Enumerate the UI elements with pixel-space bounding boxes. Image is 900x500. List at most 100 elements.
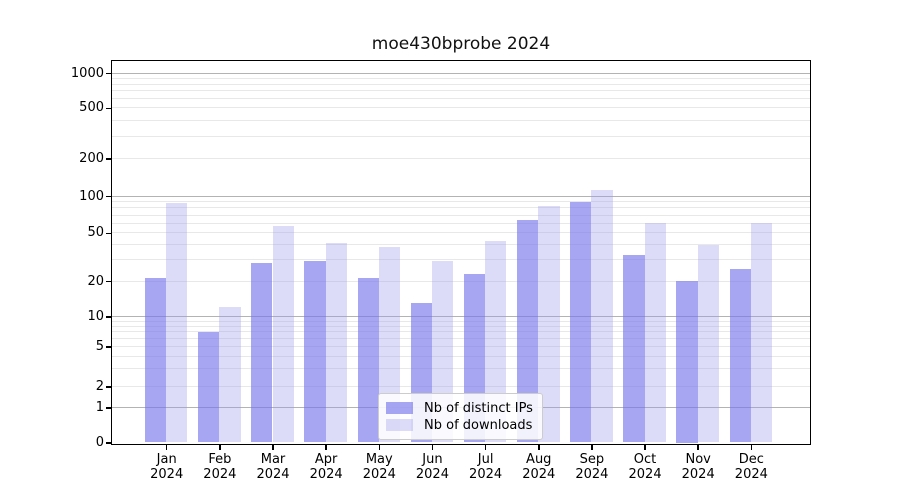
y-tick-mark: [106, 232, 112, 235]
legend-label-downloads: Nb of downloads: [424, 417, 533, 433]
bar-ips-nov: [676, 281, 698, 443]
x-tick-mark: [431, 444, 434, 450]
gridline-900: [112, 77, 810, 79]
y-tick-mark: [106, 195, 112, 198]
x-tick-mark: [165, 444, 168, 450]
y-tick-label-200: 200: [79, 151, 104, 166]
gridline-100: [112, 195, 810, 197]
y-tick-label-2: 2: [95, 379, 104, 394]
x-tick-label-feb: Feb 2024: [203, 452, 237, 482]
gridline-7: [112, 331, 810, 333]
y-tick-label-1: 1: [95, 400, 104, 415]
legend-item-downloads: Nb of downloads: [386, 417, 534, 433]
bar-downloads-jan: [166, 202, 188, 443]
gridline-400: [112, 119, 810, 121]
x-tick-label-may: May 2024: [362, 452, 396, 482]
bar-ips-jan: [144, 278, 167, 443]
gridline-800: [112, 83, 810, 85]
x-tick-label-jul: Jul 2024: [469, 452, 503, 482]
bar-downloads-sep: [591, 189, 613, 443]
gridline-80: [112, 207, 810, 209]
x-tick-label-jan: Jan 2024: [150, 452, 184, 482]
bar-ips-aug: [516, 219, 539, 443]
y-tick-mark: [106, 107, 112, 110]
bar-downloads-apr: [325, 243, 347, 443]
x-tick-mark: [272, 444, 274, 450]
y-tick-mark: [106, 442, 112, 444]
legend-swatch-downloads-icon: [386, 419, 413, 431]
bar-downloads-aug: [538, 206, 560, 443]
x-tick-mark: [378, 444, 381, 450]
bar-ips-mar: [251, 263, 273, 443]
y-tick-label-100: 100: [79, 188, 104, 204]
x-tick-label-aug: Aug 2024: [522, 452, 556, 482]
bar-ips-sep: [570, 201, 592, 443]
gridline-1000: [112, 72, 810, 74]
x-tick-label-mar: Mar 2024: [256, 452, 290, 482]
gridline-200: [112, 158, 810, 159]
legend-label-distinct-ips: Nb of distinct IPs: [424, 400, 533, 416]
x-tick-mark: [644, 444, 646, 450]
gridline-70: [112, 214, 810, 216]
bar-ips-dec: [729, 269, 751, 443]
gridline-6: [112, 338, 810, 340]
y-tick-label-5: 5: [95, 339, 104, 354]
y-tick-mark: [106, 280, 112, 283]
legend: Nb of distinct IPs Nb of downloads: [378, 393, 543, 440]
gridline-3: [112, 368, 810, 370]
legend-swatch-distinct-ips-icon: [386, 402, 413, 414]
x-tick-mark: [219, 444, 221, 450]
x-tick-label-sep: Sep 2024: [575, 452, 609, 482]
gridline-8: [112, 325, 810, 327]
bar-downloads-nov: [697, 244, 719, 443]
bar-downloads-jul: [485, 240, 507, 443]
gridline-30: [112, 259, 810, 261]
y-tick-label-20: 20: [87, 273, 104, 289]
gridline-300: [112, 135, 810, 137]
y-tick-mark: [106, 316, 112, 318]
chart-title: moe430bprobe 2024: [371, 34, 551, 54]
x-tick-label-nov: Nov 2024: [681, 452, 715, 482]
bar-ips-may: [357, 278, 379, 443]
gridline-20: [112, 280, 810, 282]
gridline-60: [112, 222, 810, 224]
y-tick-label-500: 500: [79, 100, 104, 116]
y-tick-label-0: 0: [95, 435, 104, 450]
gridline-5: [112, 346, 810, 347]
gridline-90: [112, 201, 810, 203]
plot-area: [111, 59, 811, 445]
gridline-9: [112, 320, 810, 322]
x-tick-label-jun: Jun 2024: [415, 452, 449, 482]
gridline-40: [112, 244, 810, 246]
gridline-2: [112, 386, 810, 387]
bar-downloads-mar: [272, 225, 294, 443]
x-tick-mark: [591, 444, 593, 450]
x-tick-mark: [325, 444, 327, 450]
y-tick-label-10: 10: [87, 309, 104, 324]
x-tick-mark: [750, 444, 753, 450]
x-tick-label-dec: Dec 2024: [734, 452, 768, 482]
bar-downloads-dec: [750, 223, 773, 443]
y-tick-mark: [106, 407, 112, 409]
bar-ips-feb: [198, 331, 220, 443]
x-tick-mark: [538, 444, 540, 450]
y-tick-label-1000: 1000: [70, 65, 104, 81]
x-tick-label-oct: Oct 2024: [628, 452, 662, 482]
y-tick-mark: [106, 158, 112, 160]
gridline-700: [112, 90, 810, 92]
y-tick-mark: [106, 346, 112, 348]
x-tick-mark: [697, 444, 699, 450]
bar-downloads-oct: [644, 223, 666, 443]
gridline-600: [112, 98, 810, 100]
gridline-4: [112, 355, 810, 357]
bar-downloads-feb: [219, 307, 241, 443]
x-tick-label-apr: Apr 2024: [309, 452, 343, 482]
bar-ips-apr: [304, 261, 326, 443]
gridline-50: [112, 232, 810, 234]
gridline-10: [112, 316, 810, 317]
y-tick-label-50: 50: [87, 225, 104, 241]
legend-item-distinct-ips: Nb of distinct IPs: [386, 400, 534, 416]
gridline-500: [112, 107, 810, 109]
y-tick-mark: [106, 386, 112, 388]
